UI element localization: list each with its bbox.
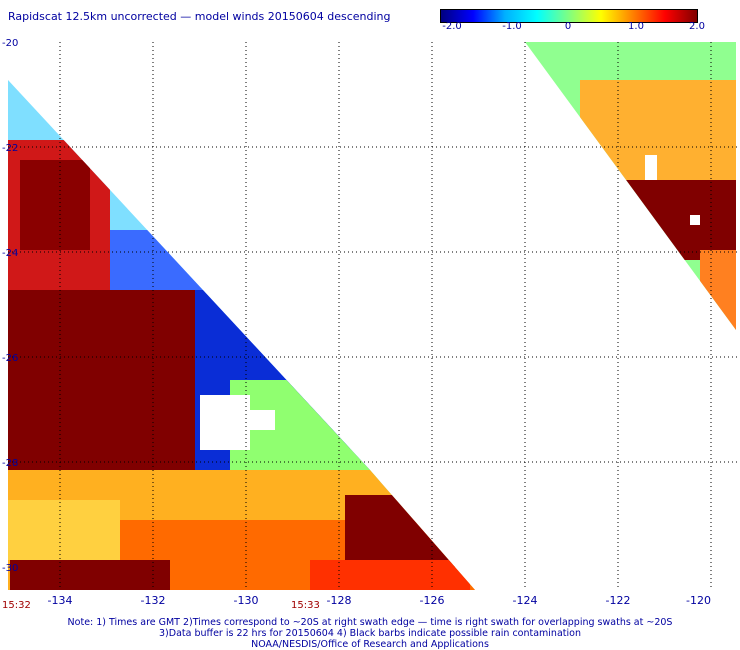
right-swath: [525, 42, 736, 330]
note-line-3: NOAA/NESDIS/Office of Research and Appli…: [251, 639, 489, 650]
timestamp-center: 15:33: [291, 600, 320, 611]
colorbar-label-neg1: -1.0: [502, 21, 522, 32]
lon-label: -124: [513, 594, 538, 607]
lat-label: -20: [2, 38, 18, 49]
lat-label: -22: [2, 143, 18, 154]
colorbar-label-zero: 0: [564, 21, 572, 32]
graticule: [8, 42, 740, 590]
lat-label: -28: [2, 458, 18, 469]
lon-label: -132: [141, 594, 166, 607]
colorbar-label-pos1: 1.0: [628, 21, 644, 32]
lat-label: -26: [2, 353, 18, 364]
colorbar-label-max: 2.0: [689, 21, 705, 32]
latitude-labels: -20 -22 -24 -26 -28 -30: [2, 38, 18, 574]
timestamp-left: 15:32: [2, 600, 31, 611]
colorbar: [440, 9, 698, 23]
note-line-2: 3)Data buffer is 22 hrs for 20150604 4) …: [159, 628, 581, 639]
lon-label: -126: [420, 594, 445, 607]
lat-label: -30: [2, 563, 18, 574]
colorbar-label-min: -2.0: [442, 21, 462, 32]
lon-label: -122: [606, 594, 631, 607]
map-title: Rapidscat 12.5km uncorrected — model win…: [8, 10, 391, 23]
longitude-labels: -134 -132 -130 -128 -126 -124 -122 -120: [48, 594, 711, 607]
lat-label: -24: [2, 248, 18, 259]
lon-label: -130: [234, 594, 259, 607]
lon-label: -134: [48, 594, 73, 607]
note-line-1: Note: 1) Times are GMT 2)Times correspon…: [67, 617, 673, 628]
left-swath: [8, 80, 475, 590]
lon-label: -128: [327, 594, 352, 607]
lon-label: -120: [686, 594, 711, 607]
